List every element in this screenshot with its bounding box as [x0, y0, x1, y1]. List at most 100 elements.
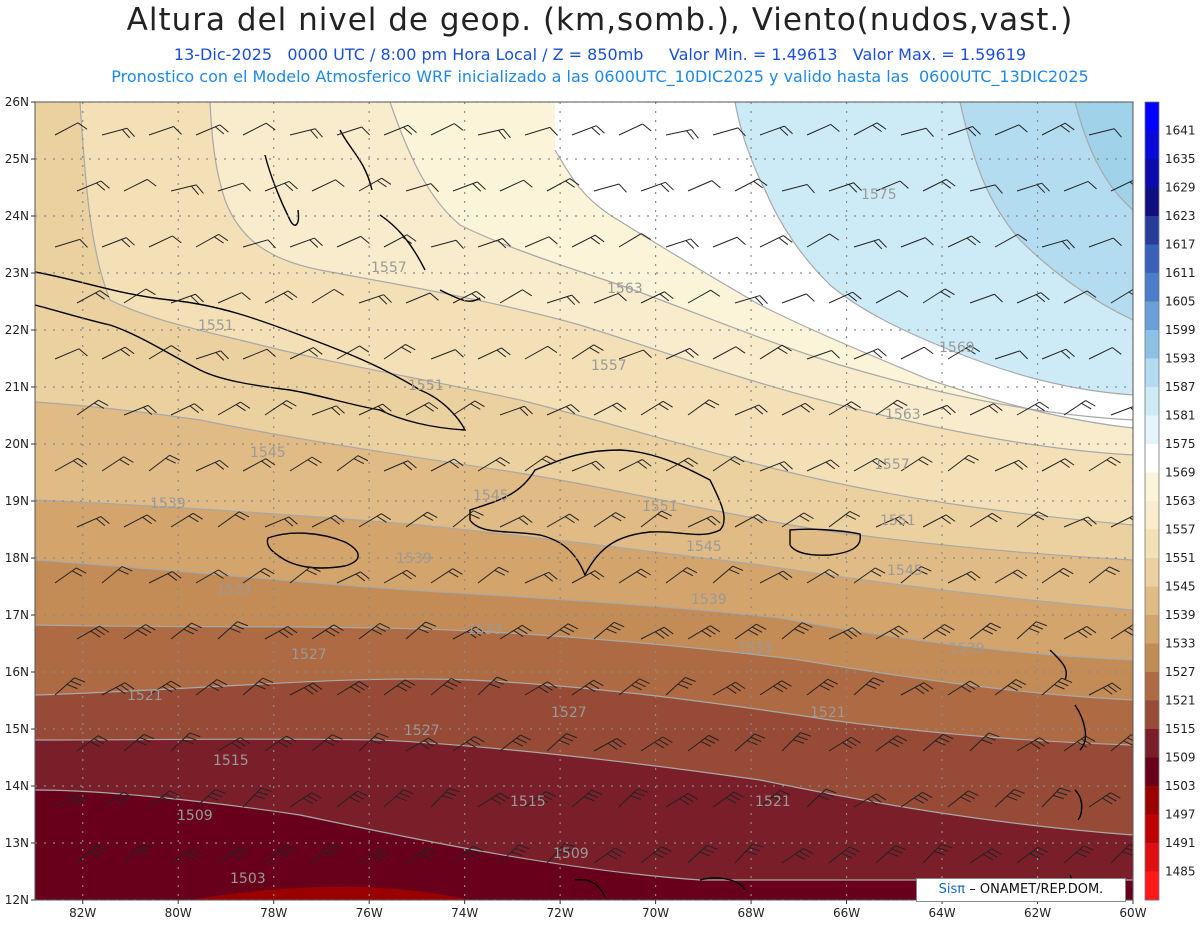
- wind-barb: [499, 844, 530, 864]
- wind-barb: [1088, 682, 1122, 696]
- colorbar-swatch: [1145, 843, 1159, 872]
- wind-barb: [687, 399, 720, 416]
- wind-barb: [54, 238, 88, 248]
- wind-barb: [712, 127, 746, 137]
- wind-barb: [947, 454, 979, 472]
- wind-barb: [781, 402, 815, 416]
- contour-label: 1533: [216, 582, 252, 598]
- colorbar-swatch: [1145, 558, 1159, 587]
- wind-barb: [336, 790, 368, 808]
- wind-barb: [1063, 626, 1097, 640]
- colorbar-level-label: 1581: [1165, 409, 1196, 423]
- wind-barb: [687, 515, 721, 528]
- wind-barb: [734, 843, 764, 864]
- wind-barb: [781, 848, 814, 864]
- colorbar-swatch: [1145, 444, 1159, 473]
- colorbar-swatch: [1145, 786, 1159, 815]
- wind-barb: [383, 234, 417, 248]
- wind-barb: [759, 125, 793, 136]
- wind-barb: [759, 570, 793, 584]
- wind-barb: [922, 843, 952, 864]
- wind-barb: [618, 788, 649, 808]
- wind-barb: [734, 404, 768, 416]
- wind-barb: [477, 792, 510, 808]
- contour-label: 1527: [291, 647, 327, 663]
- lon-tick-label: 80W: [165, 906, 192, 920]
- wind-barb: [101, 566, 133, 584]
- contour-label: 1545: [473, 488, 509, 504]
- wind-barb: [430, 349, 464, 360]
- wind-barb: [665, 793, 698, 808]
- wind-barb: [571, 125, 605, 136]
- wind-barb: [734, 623, 767, 640]
- colorbar-level-label: 1629: [1165, 181, 1196, 195]
- wind-barb: [853, 122, 887, 136]
- wind-barb: [1110, 405, 1133, 416]
- wind-barb: [712, 791, 745, 808]
- wind-barb: [358, 403, 392, 416]
- wind-barb: [148, 126, 182, 136]
- wind-barb: [781, 183, 815, 194]
- wind-barb: [217, 401, 251, 416]
- lat-tick-label: 18N: [5, 551, 29, 565]
- wind-barb: [54, 567, 87, 584]
- wind-barb: [452, 400, 485, 416]
- wind-barb: [640, 181, 674, 193]
- map-title: Altura del nivel de geop. (km,somb.), Vi…: [126, 2, 1074, 38]
- wind-barb: [1016, 182, 1050, 194]
- colorbar-swatch: [1145, 187, 1159, 217]
- wind-barb: [336, 345, 370, 360]
- wind-barb: [123, 733, 155, 752]
- wind-barb: [1016, 737, 1050, 752]
- wind-barb: [593, 737, 627, 752]
- wind-barb: [54, 793, 88, 808]
- wind-barb: [477, 238, 511, 249]
- wind-barb: [734, 514, 768, 528]
- wind-barb: [101, 791, 134, 808]
- wind-barb: [828, 510, 861, 528]
- wind-barb: [170, 732, 201, 752]
- wind-barb: [289, 792, 322, 808]
- wind-barb: [217, 511, 250, 528]
- wind-barb: [922, 514, 956, 528]
- wind-barb: [336, 235, 370, 248]
- wind-barb: [618, 678, 650, 696]
- contour-label: 1539: [949, 641, 985, 657]
- wind-barb: [618, 123, 652, 136]
- wind-barb: [853, 793, 887, 808]
- wind-barb: [148, 571, 182, 584]
- wind-barb: [994, 679, 1027, 696]
- wind-barb: [994, 350, 1028, 360]
- wind-barb: [1088, 237, 1122, 248]
- wind-barb: [687, 289, 721, 304]
- contour-label: 1527: [404, 723, 440, 739]
- wind-barb: [54, 348, 88, 360]
- colorbar: 1641 1635 1629 1623 1617 1611 1605 1599 1593 1587…: [1144, 101, 1196, 901]
- wind-barb: [853, 457, 887, 472]
- wind-barb: [54, 677, 86, 696]
- wind-barb: [759, 790, 791, 808]
- colorbar-level-label: 1563: [1165, 494, 1196, 508]
- wind-barb: [336, 126, 370, 136]
- wind-barb: [712, 681, 746, 696]
- wind-barb: [1088, 456, 1121, 472]
- colorbar-swatch: [1145, 102, 1159, 131]
- wind-barb: [264, 626, 298, 640]
- wind-barb: [947, 680, 980, 696]
- wind-barb: [640, 400, 673, 416]
- lat-tick-label: 12N: [5, 893, 29, 907]
- wind-barb: [524, 681, 558, 696]
- wind-barb: [1063, 180, 1097, 192]
- wind-barb: [665, 457, 699, 472]
- lat-tick-label: 21N: [5, 380, 29, 394]
- wind-barb: [712, 236, 746, 248]
- wind-barb: [969, 622, 1001, 640]
- wind-barb: [524, 236, 558, 248]
- wind-barb: [123, 288, 156, 304]
- wind-barb: [170, 848, 203, 864]
- wind-barb: [264, 845, 296, 864]
- wind-barb: [806, 233, 840, 248]
- colorbar-level-label: 1623: [1165, 209, 1196, 223]
- band-1581: [960, 102, 1133, 320]
- wind-barb: [1063, 516, 1097, 528]
